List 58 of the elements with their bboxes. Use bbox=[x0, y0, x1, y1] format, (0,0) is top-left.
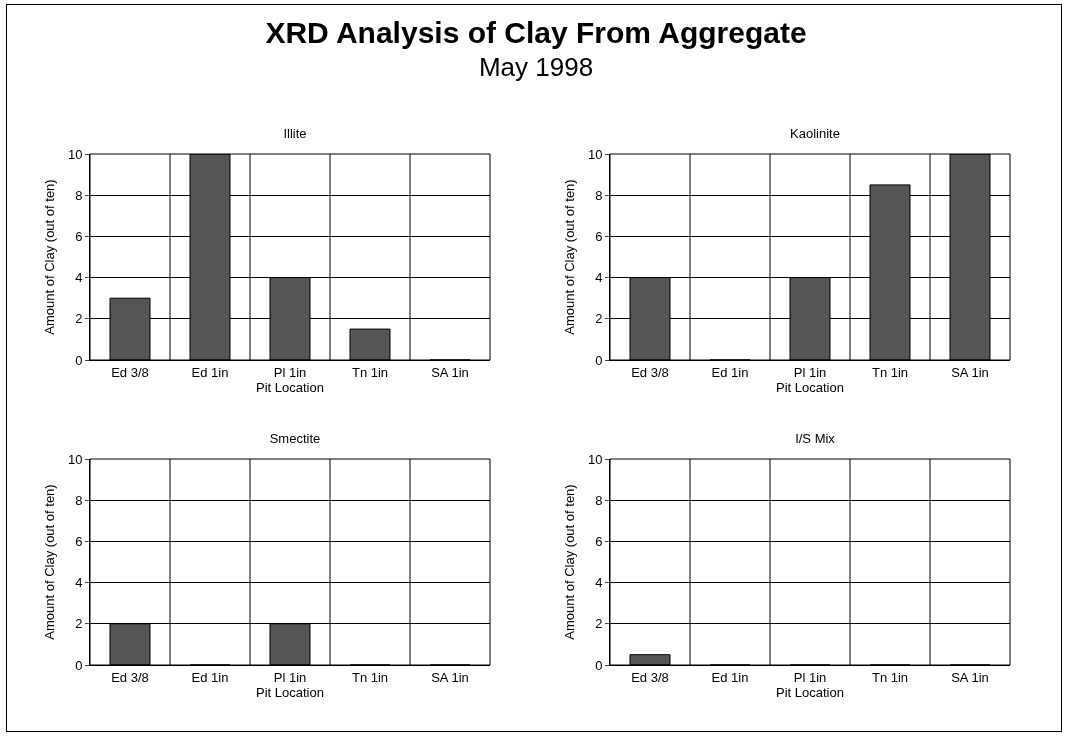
x-tick-label: Ed 1in bbox=[711, 669, 749, 685]
y-tick-label: 0 bbox=[75, 657, 83, 673]
y-tick-label: 10 bbox=[587, 146, 603, 162]
y-tick-label: 2 bbox=[75, 616, 83, 632]
chart-title: Smectite bbox=[269, 430, 321, 446]
x-tick-label: Pl 1in bbox=[793, 669, 827, 685]
x-axis-title: Pit Location bbox=[776, 380, 844, 396]
text: May 1998 bbox=[477, 52, 595, 83]
text: XRD Analysis of Clay From Aggregate bbox=[264, 16, 808, 50]
y-tick-label: 6 bbox=[75, 228, 83, 244]
x-tick-label: Pl 1in bbox=[273, 364, 307, 380]
y-tick-label: 2 bbox=[595, 311, 603, 327]
y-tick-label: 10 bbox=[67, 451, 83, 467]
y-tick-label: 0 bbox=[75, 352, 83, 368]
y-tick-label: 4 bbox=[595, 575, 603, 591]
x-tick-label: SA 1in bbox=[431, 364, 469, 380]
x-tick-label: Ed 3/8 bbox=[631, 669, 669, 685]
y-tick-label: 4 bbox=[75, 270, 83, 286]
y-tick-label: 10 bbox=[67, 146, 83, 162]
x-axis-title: Pit Location bbox=[256, 380, 324, 396]
y-axis-title: Amount of Clay (out of ten) bbox=[562, 484, 577, 640]
y-tick-label: 10 bbox=[587, 451, 603, 467]
x-tick-label: Ed 3/8 bbox=[111, 364, 149, 380]
x-tick-label: Tn 1in bbox=[871, 669, 909, 685]
x-axis-title: Pit Location bbox=[776, 685, 844, 701]
y-axis-title: Amount of Clay (out of ten) bbox=[42, 179, 57, 335]
y-axis-title: Amount of Clay (out of ten) bbox=[42, 484, 57, 640]
x-tick-label: Tn 1in bbox=[351, 364, 389, 380]
y-tick-label: 8 bbox=[595, 187, 603, 203]
x-tick-label: Ed 1in bbox=[191, 669, 229, 685]
y-tick-label: 4 bbox=[75, 575, 83, 591]
y-tick-label: 6 bbox=[595, 533, 603, 549]
x-tick-label: Tn 1in bbox=[351, 669, 389, 685]
y-tick-label: 2 bbox=[595, 616, 603, 632]
y-tick-label: 6 bbox=[595, 228, 603, 244]
chart-title: I/S Mix bbox=[795, 430, 836, 446]
y-tick-label: 8 bbox=[75, 492, 83, 508]
y-tick-label: 8 bbox=[75, 187, 83, 203]
x-tick-label: Ed 3/8 bbox=[111, 669, 149, 685]
x-tick-label: SA 1in bbox=[951, 669, 989, 685]
x-tick-label: Ed 3/8 bbox=[631, 364, 669, 380]
y-tick-label: 8 bbox=[595, 492, 603, 508]
y-tick-label: 6 bbox=[75, 533, 83, 549]
x-axis-title: Pit Location bbox=[256, 685, 324, 701]
x-tick-label: Pl 1in bbox=[273, 669, 307, 685]
chart-title: Kaolinite bbox=[790, 125, 840, 141]
x-tick-label: Ed 1in bbox=[191, 364, 229, 380]
y-tick-label: 2 bbox=[75, 311, 83, 327]
y-tick-label: 4 bbox=[595, 270, 603, 286]
y-tick-label: 0 bbox=[595, 657, 603, 673]
x-tick-label: Pl 1in bbox=[793, 364, 827, 380]
y-tick-label: 0 bbox=[595, 352, 603, 368]
x-tick-label: Tn 1in bbox=[871, 364, 909, 380]
y-axis-title: Amount of Clay (out of ten) bbox=[562, 179, 577, 335]
x-tick-label: SA 1in bbox=[431, 669, 469, 685]
chart-title: Illite bbox=[283, 125, 307, 141]
x-tick-label: Ed 1in bbox=[711, 364, 749, 380]
x-tick-label: SA 1in bbox=[951, 364, 989, 380]
